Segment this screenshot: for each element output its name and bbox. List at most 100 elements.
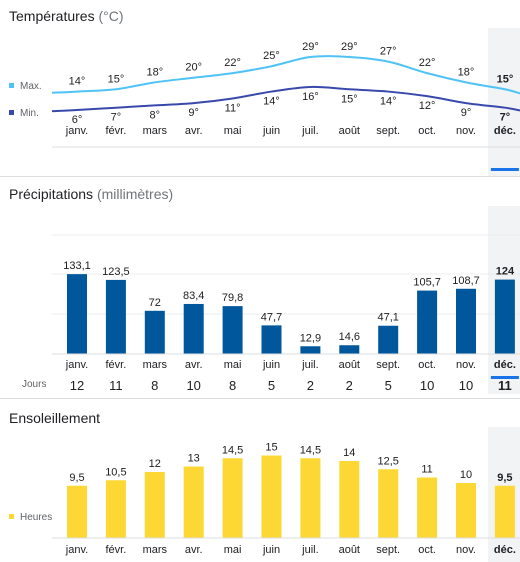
sunshine-value-label: 14,5	[222, 444, 243, 456]
rainy-days-label: Jours	[22, 379, 46, 390]
month-label: juin	[262, 359, 280, 371]
month-label: oct.	[418, 359, 436, 371]
precipitation-value-label: 47,1	[377, 312, 398, 324]
month-label: mai	[224, 544, 242, 556]
precipitation-bar	[339, 345, 360, 354]
month-label: avr.	[185, 359, 203, 371]
min-temperature-label: 9°	[188, 107, 199, 119]
rainy-days-value: 8	[151, 378, 158, 393]
selected-month-highlight	[487, 28, 520, 176]
temperature-title-text: Températures	[9, 8, 95, 24]
sunshine-value-label: 13	[188, 453, 200, 465]
rainy-days-value: 10	[186, 378, 200, 393]
sunshine-bar	[105, 480, 126, 538]
month-label: avr.	[185, 544, 203, 556]
precipitation-value-label: 12,9	[300, 332, 321, 344]
sunshine-bar	[300, 458, 321, 538]
precipitation-bar	[67, 274, 87, 354]
month-label: nov.	[456, 359, 476, 371]
sunshine-bar	[222, 458, 243, 538]
sunshine-bar	[183, 466, 204, 538]
month-label: sept.	[376, 544, 400, 556]
divider	[0, 398, 520, 399]
month-label: oct.	[418, 125, 436, 137]
precipitation-value-label: 108,7	[452, 275, 480, 287]
rainy-days-value: 12	[70, 378, 84, 393]
precipitation-value-label: 133,1	[63, 260, 91, 272]
rainy-days-value: 11	[498, 378, 512, 393]
sunshine-value-label: 10	[460, 469, 472, 481]
sunshine-value-label: 15	[265, 442, 277, 454]
sunshine-value-label: 12,5	[377, 455, 398, 467]
precipitation-bar	[144, 310, 165, 354]
min-temperature-label: 11°	[225, 102, 241, 114]
sunshine-value-label: 12	[149, 458, 161, 470]
month-label: janv.	[65, 125, 88, 137]
legend-max-swatch	[9, 83, 14, 88]
month-label: janv.	[65, 544, 88, 556]
rainy-days-value: 8	[229, 378, 236, 393]
month-label: nov.	[456, 125, 476, 137]
month-label: mai	[224, 359, 242, 371]
temperature-title: Températures (°C)	[9, 8, 124, 24]
rainy-days-value: 2	[307, 378, 314, 393]
sunshine-bar	[339, 461, 360, 538]
sunshine-value-label: 14	[343, 447, 355, 459]
month-label: juil.	[301, 125, 319, 137]
precipitation-value-label: 123,5	[102, 266, 130, 278]
precipitation-bar	[378, 325, 399, 354]
sunshine-bar	[144, 472, 165, 538]
min-temperature-label: 7°	[500, 112, 511, 124]
precipitation-bar	[456, 288, 476, 354]
rainy-days-value: 2	[346, 378, 353, 393]
month-label: juil.	[301, 544, 319, 556]
precipitation-bar	[261, 325, 282, 354]
precipitation-value-label: 14,6	[339, 331, 360, 343]
precipitation-value-label: 47,7	[261, 311, 282, 323]
precipitation-value-label: 83,4	[183, 290, 204, 302]
month-label: févr.	[106, 359, 127, 371]
month-label: juil.	[301, 359, 319, 371]
max-temperature-label: 27°	[380, 46, 397, 58]
sunshine-title: Ensoleillement	[9, 410, 100, 426]
rainy-days-value: 10	[459, 378, 473, 393]
max-temperature-label: 18°	[458, 66, 475, 78]
month-label: mars	[143, 125, 168, 137]
min-temperature-label: 7°	[111, 112, 122, 124]
month-label: sept.	[376, 359, 400, 371]
max-temperature-label: 22°	[419, 57, 436, 69]
month-label: juin	[262, 544, 280, 556]
rainy-days-value: 5	[268, 378, 275, 393]
month-label: nov.	[456, 544, 476, 556]
precipitation-chart: 133,1 123,5 72 83,4 79,8 47,7 12,9 14,6 47,1 105,…	[22, 206, 520, 394]
month-label: juin	[262, 125, 280, 137]
sunshine-value-label: 10,5	[105, 466, 126, 478]
month-label: avr.	[185, 125, 203, 137]
month-label: mai	[224, 125, 242, 137]
max-temperature-label: 25°	[263, 50, 280, 62]
month-label: mars	[143, 544, 168, 556]
min-temperature-label: 14°	[263, 96, 280, 108]
precipitation-bar	[300, 346, 321, 354]
precipitation-value-label: 72	[149, 297, 161, 309]
min-temperature-label: 12°	[419, 100, 436, 112]
max-temperature-label: 18°	[146, 66, 163, 78]
month-label: août	[339, 544, 360, 556]
min-temperature-label: 16°	[302, 91, 319, 103]
precipitation-value-label: 79,8	[222, 292, 243, 304]
max-temperature-label: 15°	[497, 73, 514, 85]
precipitation-value-label: 105,7	[413, 277, 441, 289]
rainy-days-value: 10	[420, 378, 434, 393]
legend-min-swatch	[9, 110, 14, 115]
sunshine-title-text: Ensoleillement	[9, 410, 101, 426]
legend-sunshine-swatch	[9, 514, 14, 519]
month-label: mars	[143, 359, 168, 371]
precipitation-bar	[417, 290, 438, 354]
rainy-days-value: 11	[109, 378, 123, 393]
max-temperature-label: 14°	[69, 76, 86, 88]
temperature-unit: (°C)	[98, 8, 124, 24]
precipitation-bar	[183, 303, 204, 354]
sunshine-value-label: 14,5	[300, 444, 321, 456]
month-label: août	[339, 125, 360, 137]
selected-month-indicator	[490, 168, 519, 171]
